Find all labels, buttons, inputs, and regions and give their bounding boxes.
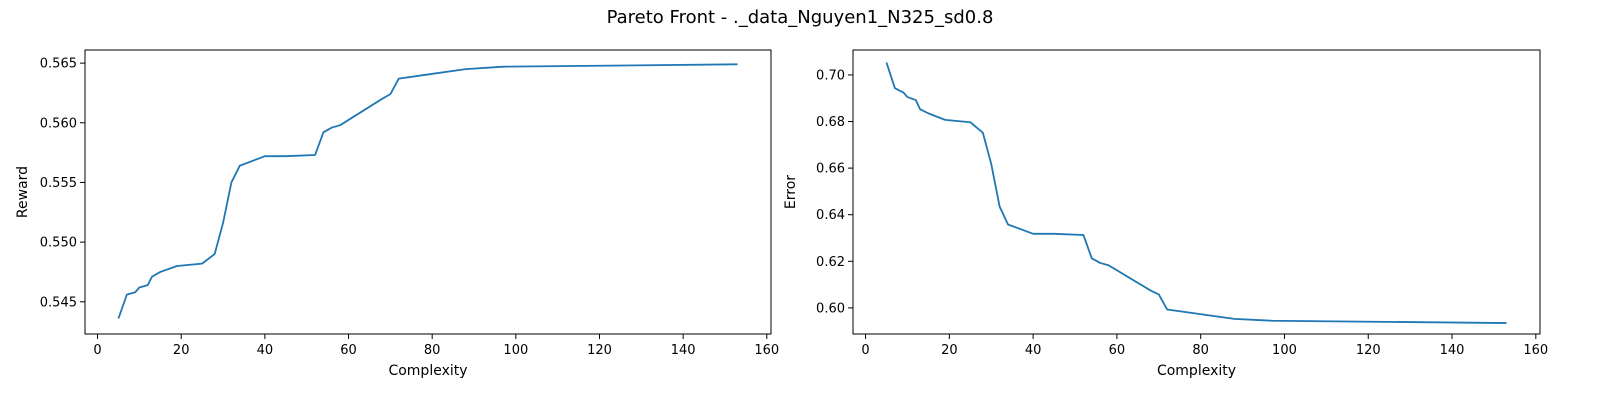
reward-x-tick-label: 160 xyxy=(754,343,779,358)
reward-y-tick-label: 0.545 xyxy=(40,295,77,310)
error-x-tick-label: 160 xyxy=(1523,343,1548,358)
reward-x-tick-label: 20 xyxy=(173,343,190,358)
reward-x-tick-label: 0 xyxy=(93,343,101,358)
reward-x-tick-label: 40 xyxy=(257,343,274,358)
reward-x-tick-label: 140 xyxy=(671,343,696,358)
reward-y-tick-label: 0.560 xyxy=(40,116,77,131)
error-x-tick-label: 40 xyxy=(1025,343,1042,358)
reward-x-tick-label: 80 xyxy=(424,343,441,358)
error-y-tick-label: 0.62 xyxy=(816,255,845,270)
error-x-tick-label: 120 xyxy=(1356,343,1381,358)
error-y-tick-label: 0.64 xyxy=(816,208,845,223)
error-x-tick-label: 100 xyxy=(1272,343,1297,358)
error-y-tick-label: 0.68 xyxy=(816,115,845,130)
error-x-tick-label: 140 xyxy=(1440,343,1465,358)
reward-series-line xyxy=(117,63,738,319)
reward-x-axis-label: Complexity xyxy=(388,363,467,379)
reward-x-tick-label: 60 xyxy=(340,343,357,358)
reward-y-tick-label: 0.555 xyxy=(40,176,77,191)
reward-chart-panel: 0 20 40 60 80 100 120 140 160 0.545 0.550 0.555 0.56… xyxy=(15,49,779,379)
error-y-tick-label: 0.66 xyxy=(816,162,845,177)
reward-y-tick-label: 0.565 xyxy=(40,57,77,72)
error-y-tick-label: 0.70 xyxy=(816,68,845,83)
error-x-tick-label: 80 xyxy=(1192,343,1209,358)
error-x-axis-label: Complexity xyxy=(1157,363,1236,379)
error-plot-frame xyxy=(852,49,1541,335)
error-y-tick-label: 0.60 xyxy=(816,301,845,316)
reward-y-axis-label: Reward xyxy=(15,166,31,218)
error-series-line xyxy=(885,62,1507,324)
reward-x-tick-label: 120 xyxy=(587,343,612,358)
figure-suptitle: Pareto Front - ._data_Nguyen1_N325_sd0.8 xyxy=(607,7,994,28)
error-x-tick-label: 60 xyxy=(1109,343,1126,358)
error-x-tick-label: 0 xyxy=(861,343,869,358)
error-x-tick-label: 20 xyxy=(941,343,958,358)
error-y-axis-label: Error xyxy=(783,175,799,209)
reward-y-tick-label: 0.550 xyxy=(40,236,77,251)
reward-x-tick-label: 100 xyxy=(503,343,528,358)
error-chart-panel: 0 20 40 60 80 100 120 140 160 0.60 0.62 0.64 0.66 0.6… xyxy=(783,49,1548,379)
reward-plot-frame xyxy=(84,49,772,335)
